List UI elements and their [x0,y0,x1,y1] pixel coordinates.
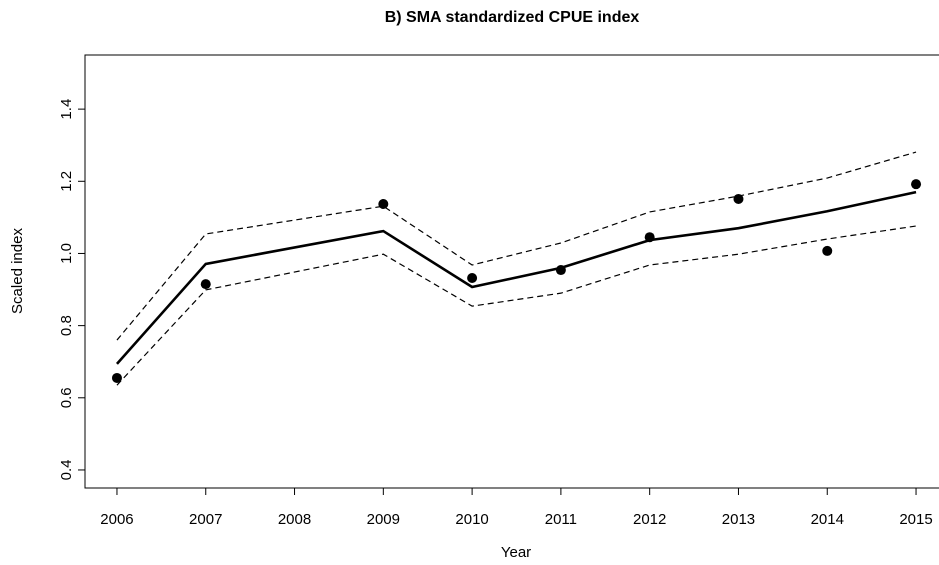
plot-frame [84,54,939,489]
x-tick-label: 2014 [811,511,844,528]
data-point [911,179,922,190]
data-point [467,272,478,283]
confidence-line [116,151,917,341]
x-tick-label: 2010 [455,511,488,528]
y-tick-label: 0.8 [58,315,75,336]
x-tick-label: 2006 [100,511,133,528]
y-tick-label: 0.6 [58,387,75,408]
x-tick-label: 2008 [278,511,311,528]
y-tick-label: 1.0 [58,243,75,264]
x-tick-label: 2012 [633,511,666,528]
x-tick-label: 2009 [367,511,400,528]
chart-title: B) SMA standardized CPUE index [385,9,640,26]
y-tick-label: 1.4 [58,99,75,120]
x-tick-label: 2013 [722,511,755,528]
x-tick-label: 2011 [545,511,577,528]
y-tick-label: 1.2 [58,171,75,192]
x-tick-label: 2007 [189,511,222,528]
x-axis-label: Year [501,544,531,561]
x-tick-label: 2015 [899,511,932,528]
data-point [733,193,744,204]
data-point [378,199,389,210]
index-line [115,190,917,365]
confidence-line [116,225,917,386]
data-point [200,279,211,290]
y-axis-label: Scaled index [9,228,26,314]
y-tick-label: 0.4 [58,460,75,481]
data-point [822,245,833,256]
data-point [111,372,122,383]
